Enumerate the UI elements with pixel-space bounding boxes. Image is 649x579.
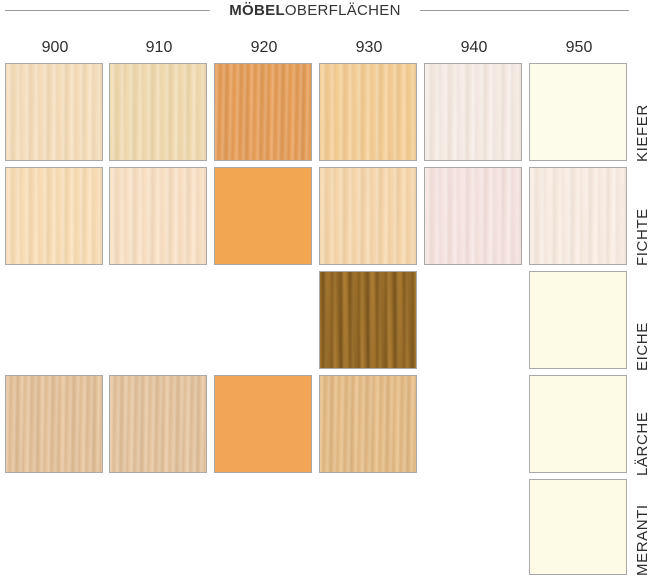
wood-grain-texture xyxy=(425,64,521,160)
title-rule-left xyxy=(5,10,210,11)
swatch-fichte-930[interactable] xyxy=(319,167,417,265)
swatch-laerche-900[interactable] xyxy=(5,375,103,473)
wood-grain-texture xyxy=(110,376,206,472)
swatch-eiche-950[interactable] xyxy=(529,271,627,369)
wood-grain-texture xyxy=(530,168,626,264)
column-header-920: 920 xyxy=(250,39,278,56)
swatch-fichte-900[interactable] xyxy=(5,167,103,265)
wood-grain-texture xyxy=(425,168,521,264)
wood-grain-texture xyxy=(215,376,311,472)
column-header-910: 910 xyxy=(145,39,173,56)
swatch-kiefer-900[interactable] xyxy=(5,63,103,161)
wood-grain-texture xyxy=(320,168,416,264)
column-header-900: 900 xyxy=(41,39,69,56)
swatch-laerche-950[interactable] xyxy=(529,375,627,473)
title-regular: OBERFLÄCHEN xyxy=(284,2,401,19)
swatch-fichte-950[interactable] xyxy=(529,167,627,265)
wood-grain-texture xyxy=(215,168,311,264)
wood-grain-texture xyxy=(6,376,102,472)
wood-grain-texture xyxy=(530,64,626,160)
wood-grain-texture xyxy=(530,480,626,574)
swatch-kiefer-940[interactable] xyxy=(424,63,522,161)
swatch-kiefer-910[interactable] xyxy=(109,63,207,161)
wood-grain-texture xyxy=(110,64,206,160)
row-label-meranti: MERANTI xyxy=(634,504,649,576)
wood-grain-texture xyxy=(6,64,102,160)
column-header-950: 950 xyxy=(565,39,593,56)
row-label-kiefer: KIEFER xyxy=(634,104,649,162)
title-rule-right xyxy=(420,10,629,11)
swatch-eiche-930[interactable] xyxy=(319,271,417,369)
swatch-fichte-940[interactable] xyxy=(424,167,522,265)
row-label-eiche: EICHE xyxy=(634,322,649,371)
wood-grain-texture xyxy=(320,64,416,160)
swatch-laerche-920[interactable] xyxy=(214,375,312,473)
title-bold: MÖBEL xyxy=(229,2,285,19)
page-title: MÖBELOBERFLÄCHEN xyxy=(210,0,420,22)
column-header-930: 930 xyxy=(355,39,383,56)
wood-grain-texture xyxy=(6,168,102,264)
wood-grain-texture xyxy=(320,272,416,368)
wood-grain-texture xyxy=(530,272,626,368)
wood-grain-texture xyxy=(215,64,311,160)
wood-grain-texture xyxy=(530,376,626,472)
wood-grain-texture xyxy=(110,168,206,264)
swatch-laerche-910[interactable] xyxy=(109,375,207,473)
wood-grain-texture xyxy=(320,376,416,472)
swatch-kiefer-920[interactable] xyxy=(214,63,312,161)
swatch-fichte-910[interactable] xyxy=(109,167,207,265)
swatch-laerche-930[interactable] xyxy=(319,375,417,473)
column-header-940: 940 xyxy=(460,39,488,56)
row-label-laerche: LÄRCHE xyxy=(634,411,649,476)
swatch-fichte-920[interactable] xyxy=(214,167,312,265)
swatch-kiefer-950[interactable] xyxy=(529,63,627,161)
row-label-fichte: FICHTE xyxy=(634,208,649,266)
swatch-kiefer-930[interactable] xyxy=(319,63,417,161)
swatch-meranti-950[interactable] xyxy=(529,479,627,575)
